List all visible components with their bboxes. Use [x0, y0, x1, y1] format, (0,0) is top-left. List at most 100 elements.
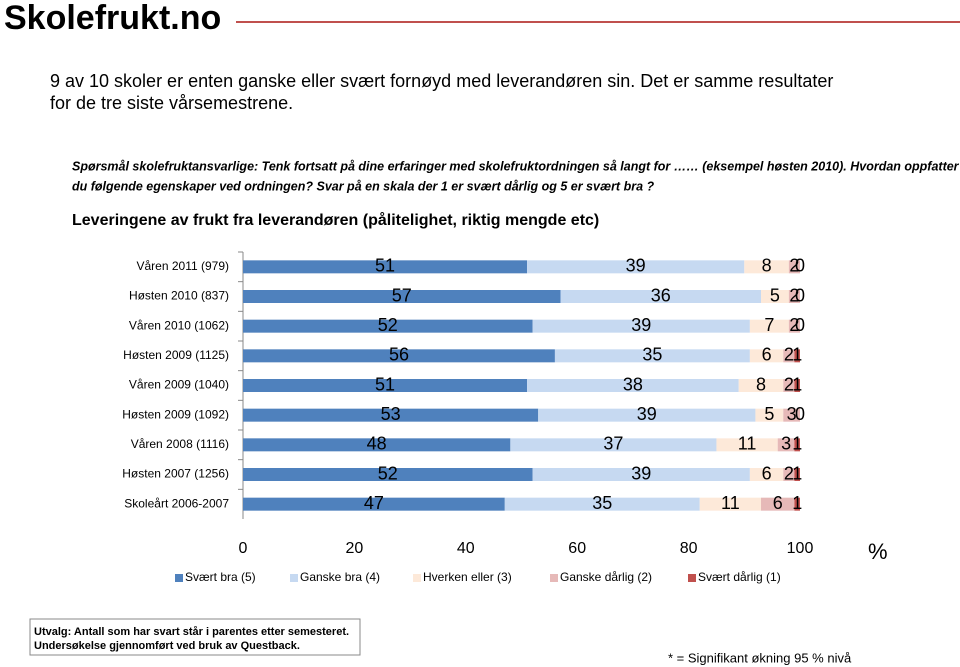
data-label: 6 — [773, 493, 783, 513]
data-label: 39 — [626, 256, 646, 276]
x-tick-label: 80 — [680, 540, 698, 557]
x-tick-label: 20 — [346, 540, 364, 557]
data-label: 35 — [642, 345, 662, 365]
data-label: 51 — [375, 374, 395, 394]
bar-segment — [788, 260, 800, 274]
bar-segment — [538, 408, 756, 422]
intro-line: for de tre siste vårsemestrene. — [50, 93, 293, 113]
data-label: 56 — [389, 345, 409, 365]
data-label: 48 — [367, 434, 387, 454]
legend-label: Hverken eller (3) — [423, 570, 512, 584]
bar-segment — [527, 260, 745, 274]
x-tick-label: 0 — [239, 540, 248, 557]
bar-segment — [243, 408, 539, 422]
data-label: 38 — [623, 374, 643, 394]
bar-segment — [783, 408, 800, 422]
intro-line: 9 av 10 skoler er enten ganske eller svæ… — [50, 71, 833, 91]
bar-segment — [243, 290, 561, 303]
bar-segment — [794, 379, 800, 392]
bar-segment — [243, 260, 528, 274]
footer-line: Utvalg: Antall som har svart står i pare… — [34, 626, 349, 638]
bar-segment — [744, 260, 789, 274]
y-tick-label: Våren 2011 (979) — [136, 259, 229, 273]
question-line: du følgende egenskaper ved ordningen? Sv… — [72, 179, 654, 193]
bar-segment — [794, 349, 800, 363]
bar-segment — [794, 438, 800, 452]
data-label: 47 — [364, 493, 384, 513]
data-label: 5 — [770, 285, 780, 305]
data-label: 8 — [756, 374, 766, 394]
data-label: 39 — [631, 463, 651, 483]
data-label: 0 — [795, 256, 805, 276]
data-label: 2 — [784, 374, 794, 394]
data-label: 1 — [792, 463, 802, 483]
data-label: 1 — [792, 434, 802, 454]
data-label: 39 — [631, 315, 651, 335]
bar-segment — [699, 497, 762, 511]
bar-segment — [794, 497, 800, 511]
bar-segment — [755, 408, 784, 422]
data-label: 3 — [781, 434, 791, 454]
data-label: 1 — [792, 345, 802, 365]
bar-segment — [527, 379, 739, 392]
data-label: 5 — [764, 404, 774, 424]
data-label: 2 — [784, 463, 794, 483]
bar-segment — [243, 379, 528, 392]
footer-box — [29, 618, 361, 656]
legend-swatch — [688, 574, 696, 582]
bar-segment — [243, 497, 505, 511]
x-tick-label: 100 — [787, 540, 814, 557]
data-label: 2 — [784, 345, 794, 365]
bar-segment — [243, 438, 511, 452]
x-tick-label: 60 — [568, 540, 586, 557]
bar-segment — [738, 379, 784, 392]
question-line: Spørsmål skolefruktansvarlige: Tenk fort… — [72, 159, 960, 173]
legend-swatch — [550, 574, 558, 582]
legend-label: Svært dårlig (1) — [698, 570, 781, 584]
chart-title: Leveringene av frukt fra leverandøren (p… — [72, 211, 599, 229]
y-tick-label: Våren 2010 (1062) — [129, 318, 229, 332]
footer-line: Undersøkelse gjennomført ved bruk av Que… — [34, 640, 300, 652]
bar-segment — [794, 468, 800, 481]
data-label: 39 — [637, 404, 657, 424]
bar-segment — [783, 379, 795, 392]
bar-segment — [749, 349, 784, 363]
data-label: 2 — [789, 256, 799, 276]
data-label: 0 — [795, 315, 805, 335]
bar-segment — [761, 290, 789, 303]
bar-segment — [783, 468, 795, 481]
x-tick-label: 40 — [457, 540, 475, 557]
y-tick-label: Høsten 2009 (1125) — [123, 348, 229, 362]
data-label: 1 — [792, 374, 802, 394]
y-tick-label: Skoleårt 2006-2007 — [124, 496, 229, 510]
bar-segment — [749, 319, 789, 333]
bar-segment — [716, 438, 778, 452]
bar-segment — [560, 290, 762, 303]
bar-segment — [783, 349, 795, 363]
y-tick-label: Høsten 2007 (1256) — [122, 467, 229, 481]
legend-swatch — [175, 574, 183, 582]
data-label: 53 — [381, 404, 401, 424]
bar-segment — [243, 319, 533, 333]
y-tick-label: Høsten 2009 (1092) — [122, 407, 229, 421]
data-label: 8 — [762, 256, 772, 276]
legend-label: Ganske bra (4) — [300, 570, 380, 584]
data-label: 1 — [792, 493, 802, 513]
bar-segment — [532, 319, 750, 333]
data-label: 51 — [375, 256, 395, 276]
data-label: 2 — [789, 285, 799, 305]
data-label: 0 — [795, 404, 805, 424]
data-label: 6 — [762, 345, 772, 365]
data-label: 57 — [392, 285, 412, 305]
bar-segment — [532, 468, 750, 481]
data-label: 35 — [592, 493, 612, 513]
legend-label: Ganske dårlig (2) — [560, 570, 652, 584]
bar-segment — [788, 319, 800, 333]
bar-segment — [788, 290, 800, 303]
y-tick-label: Høsten 2010 (837) — [129, 289, 229, 303]
data-label: 37 — [603, 434, 623, 454]
data-label: 11 — [738, 434, 757, 454]
y-tick-label: Våren 2008 (1116) — [131, 437, 229, 451]
legend-label: Svært bra (5) — [185, 570, 256, 584]
x-axis-label: % — [868, 539, 888, 564]
